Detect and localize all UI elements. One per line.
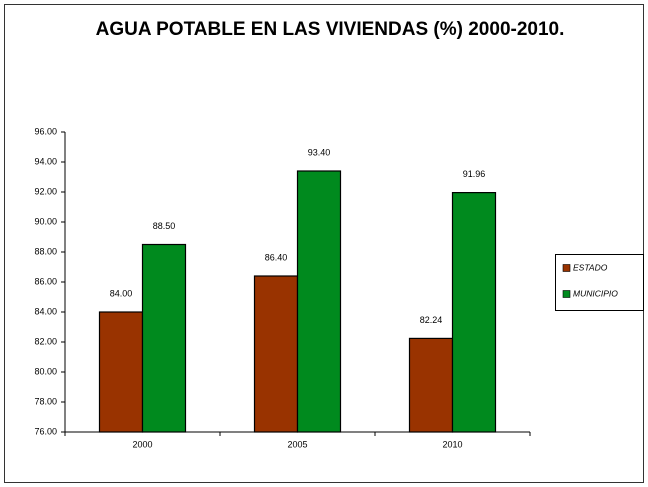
value-label: 91.96 — [463, 169, 486, 179]
y-tick-label: 84.00 — [34, 306, 57, 316]
bar — [296, 170, 342, 433]
x-tick-label: 2010 — [442, 439, 462, 449]
y-tick-label: 94.00 — [34, 156, 57, 166]
legend-swatch — [562, 290, 571, 298]
legend-label: MUNICIPIO — [573, 288, 618, 298]
value-label: 93.40 — [308, 147, 331, 157]
y-tick-label: 82.00 — [34, 336, 57, 346]
value-label: 82.24 — [420, 315, 443, 325]
legend-box — [555, 254, 644, 311]
y-tick-label: 88.00 — [34, 246, 57, 256]
x-tick-label: 2005 — [287, 439, 307, 449]
bar — [141, 243, 187, 433]
y-tick-label: 96.00 — [34, 126, 57, 136]
value-label: 88.50 — [153, 221, 176, 231]
bar — [408, 337, 454, 433]
bar — [253, 275, 299, 433]
legend-swatch — [562, 264, 571, 272]
border — [4, 4, 644, 483]
y-tick-label: 76.00 — [34, 426, 57, 436]
y-tick-label: 90.00 — [34, 216, 57, 226]
y-tick-label: 86.00 — [34, 276, 57, 286]
bar — [451, 192, 497, 433]
legend-label: ESTADO — [573, 262, 608, 272]
y-tick-label: 92.00 — [34, 186, 57, 196]
chart-title: AGUA POTABLE EN LAS VIVIENDAS (%) 2000-2… — [95, 19, 565, 40]
y-tick-label: 80.00 — [34, 366, 57, 376]
value-label: 84.00 — [110, 288, 133, 298]
bar — [98, 311, 144, 433]
x-tick-label: 2000 — [132, 439, 152, 449]
value-label: 86.40 — [265, 252, 288, 262]
y-tick-label: 78.00 — [34, 396, 57, 406]
